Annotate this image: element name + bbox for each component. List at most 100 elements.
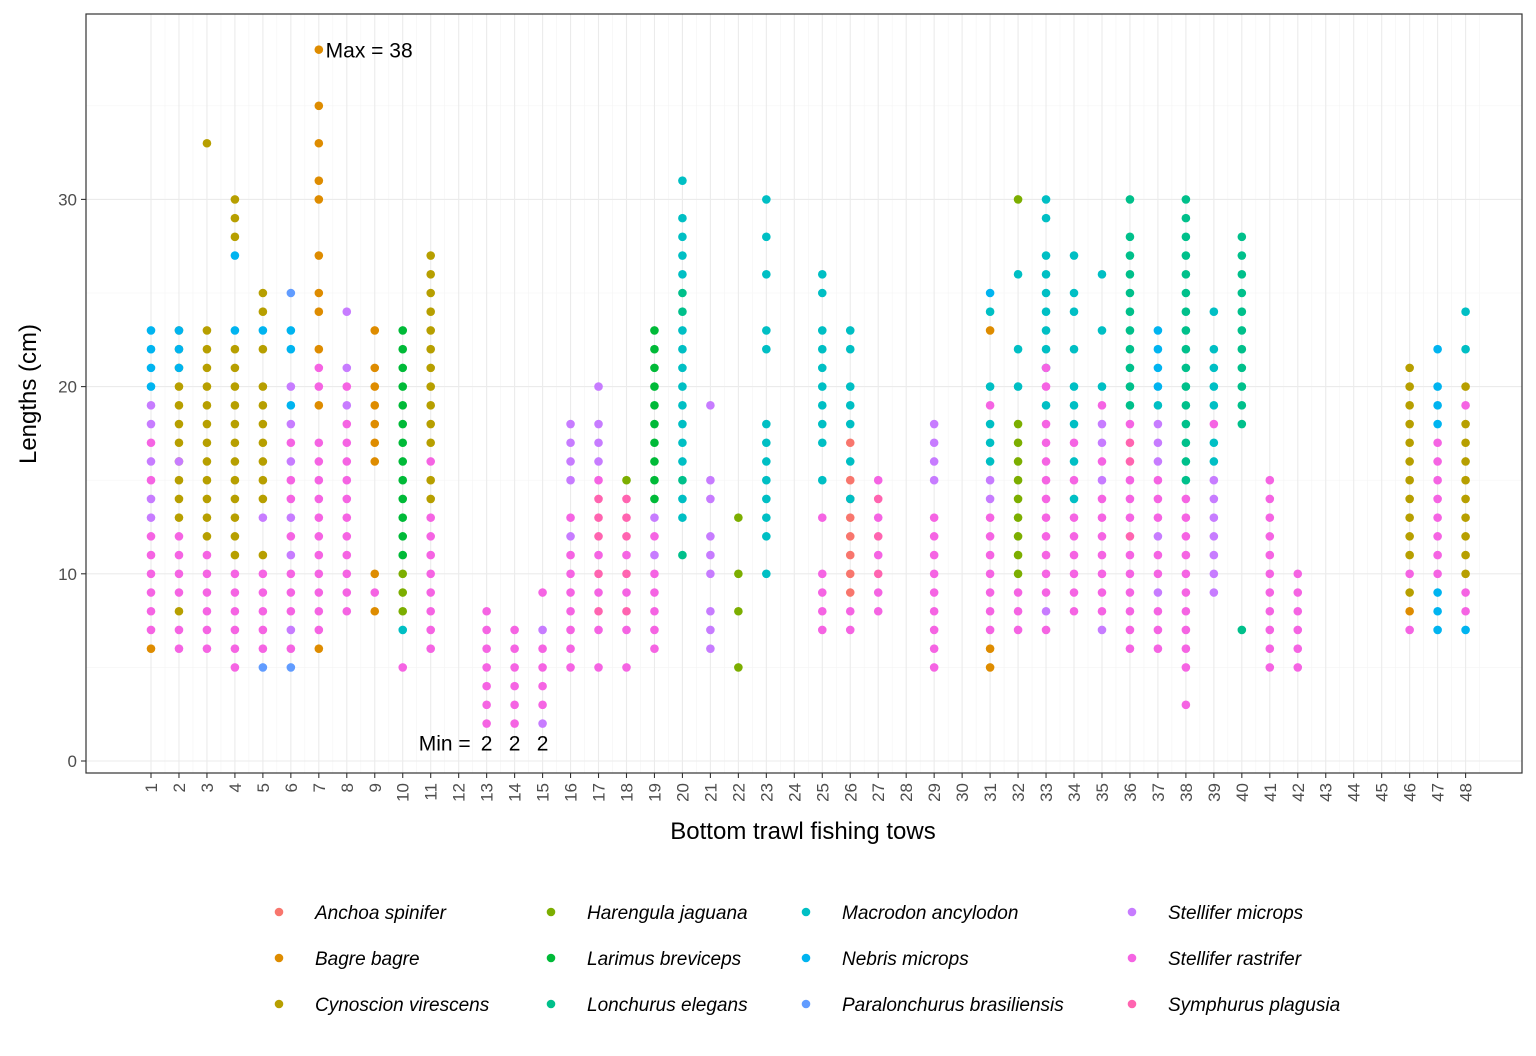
data-point — [1433, 569, 1442, 579]
data-point — [230, 438, 240, 448]
data-point — [1097, 569, 1107, 579]
data-point — [845, 550, 855, 560]
annotation-label: 2 — [481, 732, 493, 755]
data-point — [1125, 326, 1135, 335]
x-tick-label: 20 — [673, 783, 692, 802]
data-point — [1293, 606, 1303, 616]
data-point — [1041, 344, 1051, 354]
data-point — [174, 344, 184, 354]
legend-label: Stellifer rastrifer — [1168, 949, 1302, 970]
data-point — [1125, 625, 1135, 635]
data-point — [817, 326, 827, 335]
data-point — [1125, 232, 1135, 242]
data-point — [817, 588, 827, 597]
data-point — [482, 625, 491, 635]
data-point — [258, 644, 268, 653]
data-point — [398, 625, 408, 635]
data-point — [1181, 457, 1191, 466]
data-point — [929, 513, 939, 522]
data-point — [762, 232, 771, 242]
data-point — [146, 513, 156, 522]
data-point — [174, 382, 184, 391]
data-point — [1153, 419, 1163, 429]
data-point — [1125, 251, 1135, 260]
x-tick-label: 38 — [1177, 783, 1196, 802]
data-point — [230, 532, 240, 541]
data-point — [1069, 251, 1079, 260]
data-point — [817, 344, 827, 354]
data-point — [566, 606, 575, 616]
y-axis-title: Lengths (cm) — [15, 324, 42, 464]
data-point — [426, 569, 436, 579]
data-point — [202, 513, 212, 522]
data-point — [258, 588, 268, 597]
data-point — [985, 288, 995, 298]
legend-key — [546, 953, 556, 963]
data-point — [1153, 513, 1163, 522]
grid-minor — [86, 14, 1522, 773]
data-point — [566, 532, 575, 541]
data-point — [678, 344, 687, 354]
x-tick-label: 26 — [841, 783, 860, 802]
legend: Anchoa spinifer Bagre bagre Cynoscion vire… — [274, 903, 1340, 1016]
data-point — [678, 419, 687, 429]
data-point — [594, 438, 603, 448]
data-point — [1293, 644, 1303, 653]
data-point — [1125, 401, 1135, 410]
data-point — [1125, 344, 1135, 354]
data-point — [258, 606, 268, 616]
x-tick-label: 23 — [757, 783, 776, 802]
data-point — [1153, 363, 1163, 373]
data-point — [622, 513, 631, 522]
data-point — [929, 588, 939, 597]
x-tick-label: 11 — [422, 783, 441, 801]
data-point — [230, 550, 240, 560]
data-point — [538, 625, 547, 635]
data-point — [1433, 513, 1442, 522]
data-point — [873, 475, 883, 485]
data-point — [1405, 625, 1414, 635]
data-point — [762, 494, 771, 504]
data-point — [258, 344, 268, 354]
data-point — [734, 569, 743, 579]
data-point — [706, 532, 715, 541]
data-point — [594, 457, 603, 466]
data-point — [1069, 532, 1079, 541]
data-point — [286, 288, 296, 298]
data-point — [398, 513, 408, 522]
data-point — [817, 419, 827, 429]
data-point — [845, 625, 855, 635]
data-point — [174, 588, 184, 597]
data-point — [873, 494, 883, 504]
data-point — [1265, 494, 1275, 504]
data-point — [845, 494, 855, 504]
data-point — [482, 700, 491, 710]
x-tick-label: 41 — [1261, 783, 1280, 802]
data-point — [146, 419, 156, 429]
data-point — [230, 326, 240, 335]
annotation-label: 2 — [537, 732, 549, 755]
data-point — [1041, 326, 1051, 335]
data-point — [538, 663, 547, 672]
data-point — [845, 344, 855, 354]
data-point — [985, 550, 995, 560]
data-point — [1405, 457, 1414, 466]
data-point — [258, 326, 268, 335]
data-point — [622, 606, 631, 616]
data-point — [1153, 457, 1163, 466]
data-point — [1041, 550, 1051, 560]
data-point — [230, 382, 240, 391]
data-point — [1069, 569, 1079, 579]
data-point — [1433, 588, 1442, 597]
data-point — [342, 569, 352, 579]
data-point — [1209, 569, 1219, 579]
x-tick-label: 29 — [925, 783, 944, 802]
data-point — [1265, 625, 1275, 635]
data-point — [873, 532, 883, 541]
x-tick-label: 12 — [450, 783, 469, 802]
data-point — [314, 382, 324, 391]
x-tick-label: 13 — [478, 783, 497, 802]
data-point — [1405, 382, 1414, 391]
data-point — [929, 438, 939, 448]
data-point — [1069, 344, 1079, 354]
